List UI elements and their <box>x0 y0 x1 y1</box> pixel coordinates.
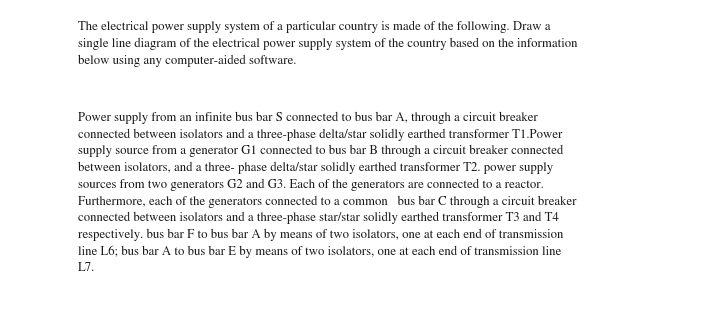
Text: Power supply from an infinite bus bar S connected to bus bar A, through a circui: Power supply from an infinite bus bar S … <box>78 112 576 274</box>
Text: The electrical power supply system of a particular country is made of the follow: The electrical power supply system of a … <box>78 21 577 67</box>
